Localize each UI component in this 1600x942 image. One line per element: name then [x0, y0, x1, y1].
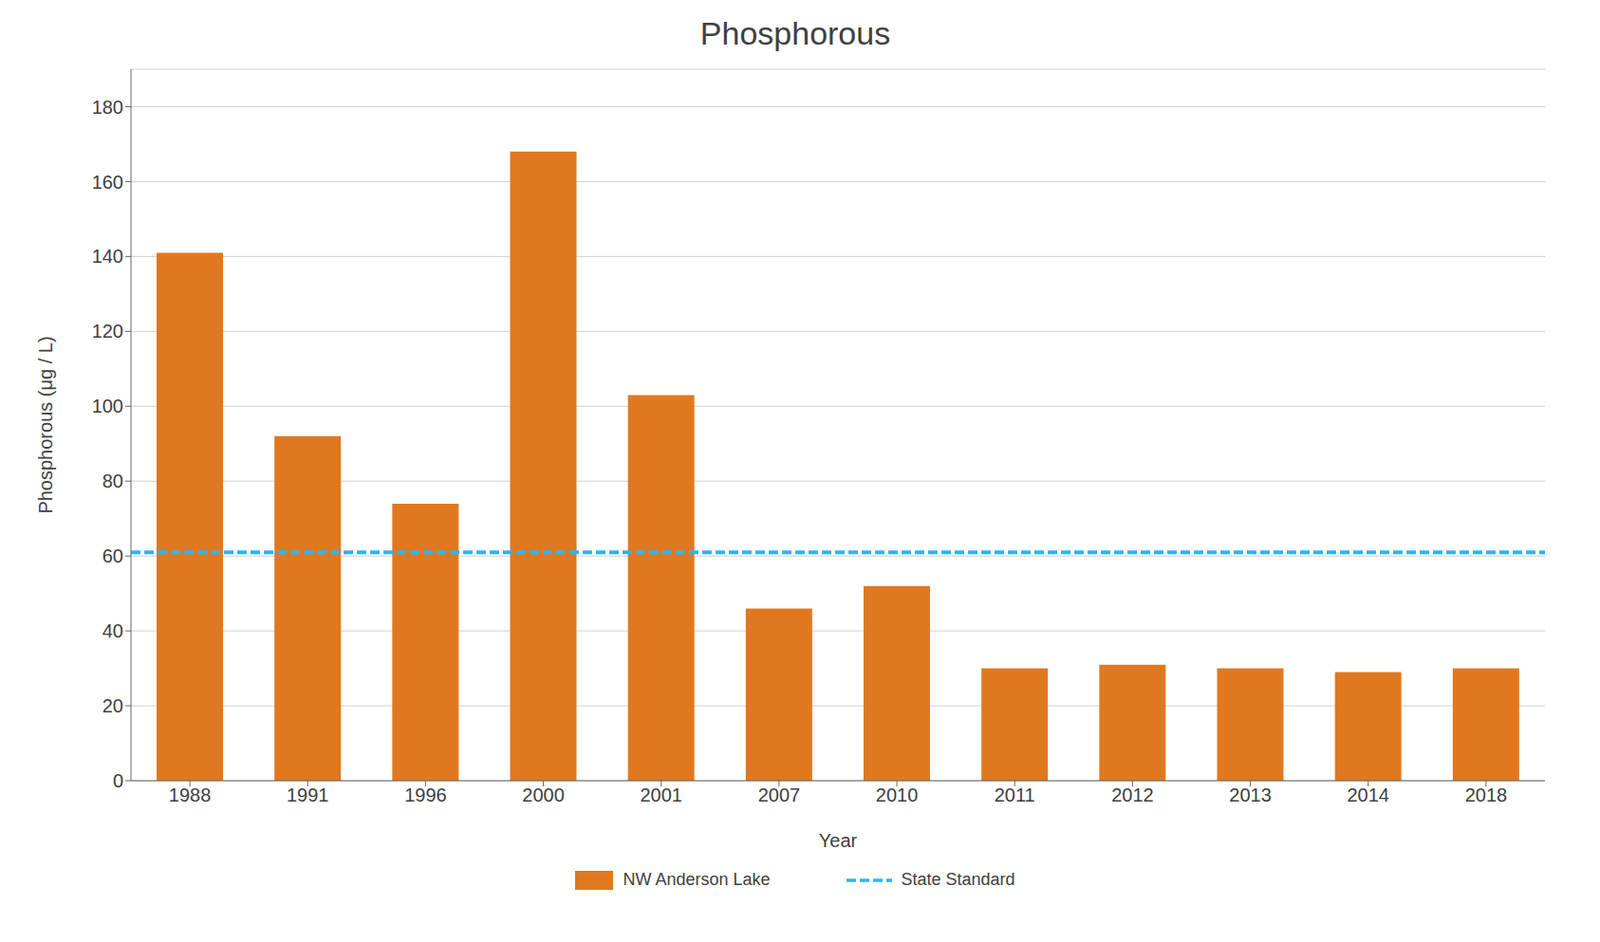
svg-text:2011: 2011: [994, 784, 1036, 806]
svg-text:100: 100: [92, 395, 124, 417]
svg-text:140: 140: [92, 245, 124, 267]
svg-text:2010: 2010: [875, 784, 919, 806]
svg-text:2001: 2001: [640, 784, 684, 806]
html-text:NW Anderson Lake: NW Anderson Lake: [622, 870, 771, 890]
svg-text:120: 120: [92, 320, 124, 342]
svg-text:2013: 2013: [1228, 784, 1272, 806]
svg-text:160: 160: [92, 171, 124, 193]
svg-text:2000: 2000: [521, 784, 565, 806]
svg-text:60: 60: [102, 545, 124, 567]
svg-text:Year: Year: [818, 830, 858, 852]
svg-text:180: 180: [92, 96, 124, 118]
svg-text:2012: 2012: [1111, 784, 1154, 806]
svg-text:2014: 2014: [1347, 784, 1391, 806]
svg-text:2007: 2007: [758, 784, 801, 806]
svg-text:0: 0: [112, 770, 124, 792]
svg-text:Phosphorous (μg / L): Phosphorous (μg / L): [35, 335, 56, 514]
html-text:State Standard: State Standard: [901, 870, 1016, 890]
svg-text:80: 80: [102, 470, 124, 492]
svg-text:40: 40: [102, 620, 124, 642]
svg-text:1996: 1996: [404, 784, 447, 806]
html-text:Phosphorous: Phosphorous: [700, 15, 891, 52]
svg-text:1988: 1988: [168, 784, 212, 806]
svg-text:1991: 1991: [286, 784, 330, 806]
svg-text:2018: 2018: [1465, 784, 1508, 806]
svg-text:20: 20: [102, 695, 124, 717]
